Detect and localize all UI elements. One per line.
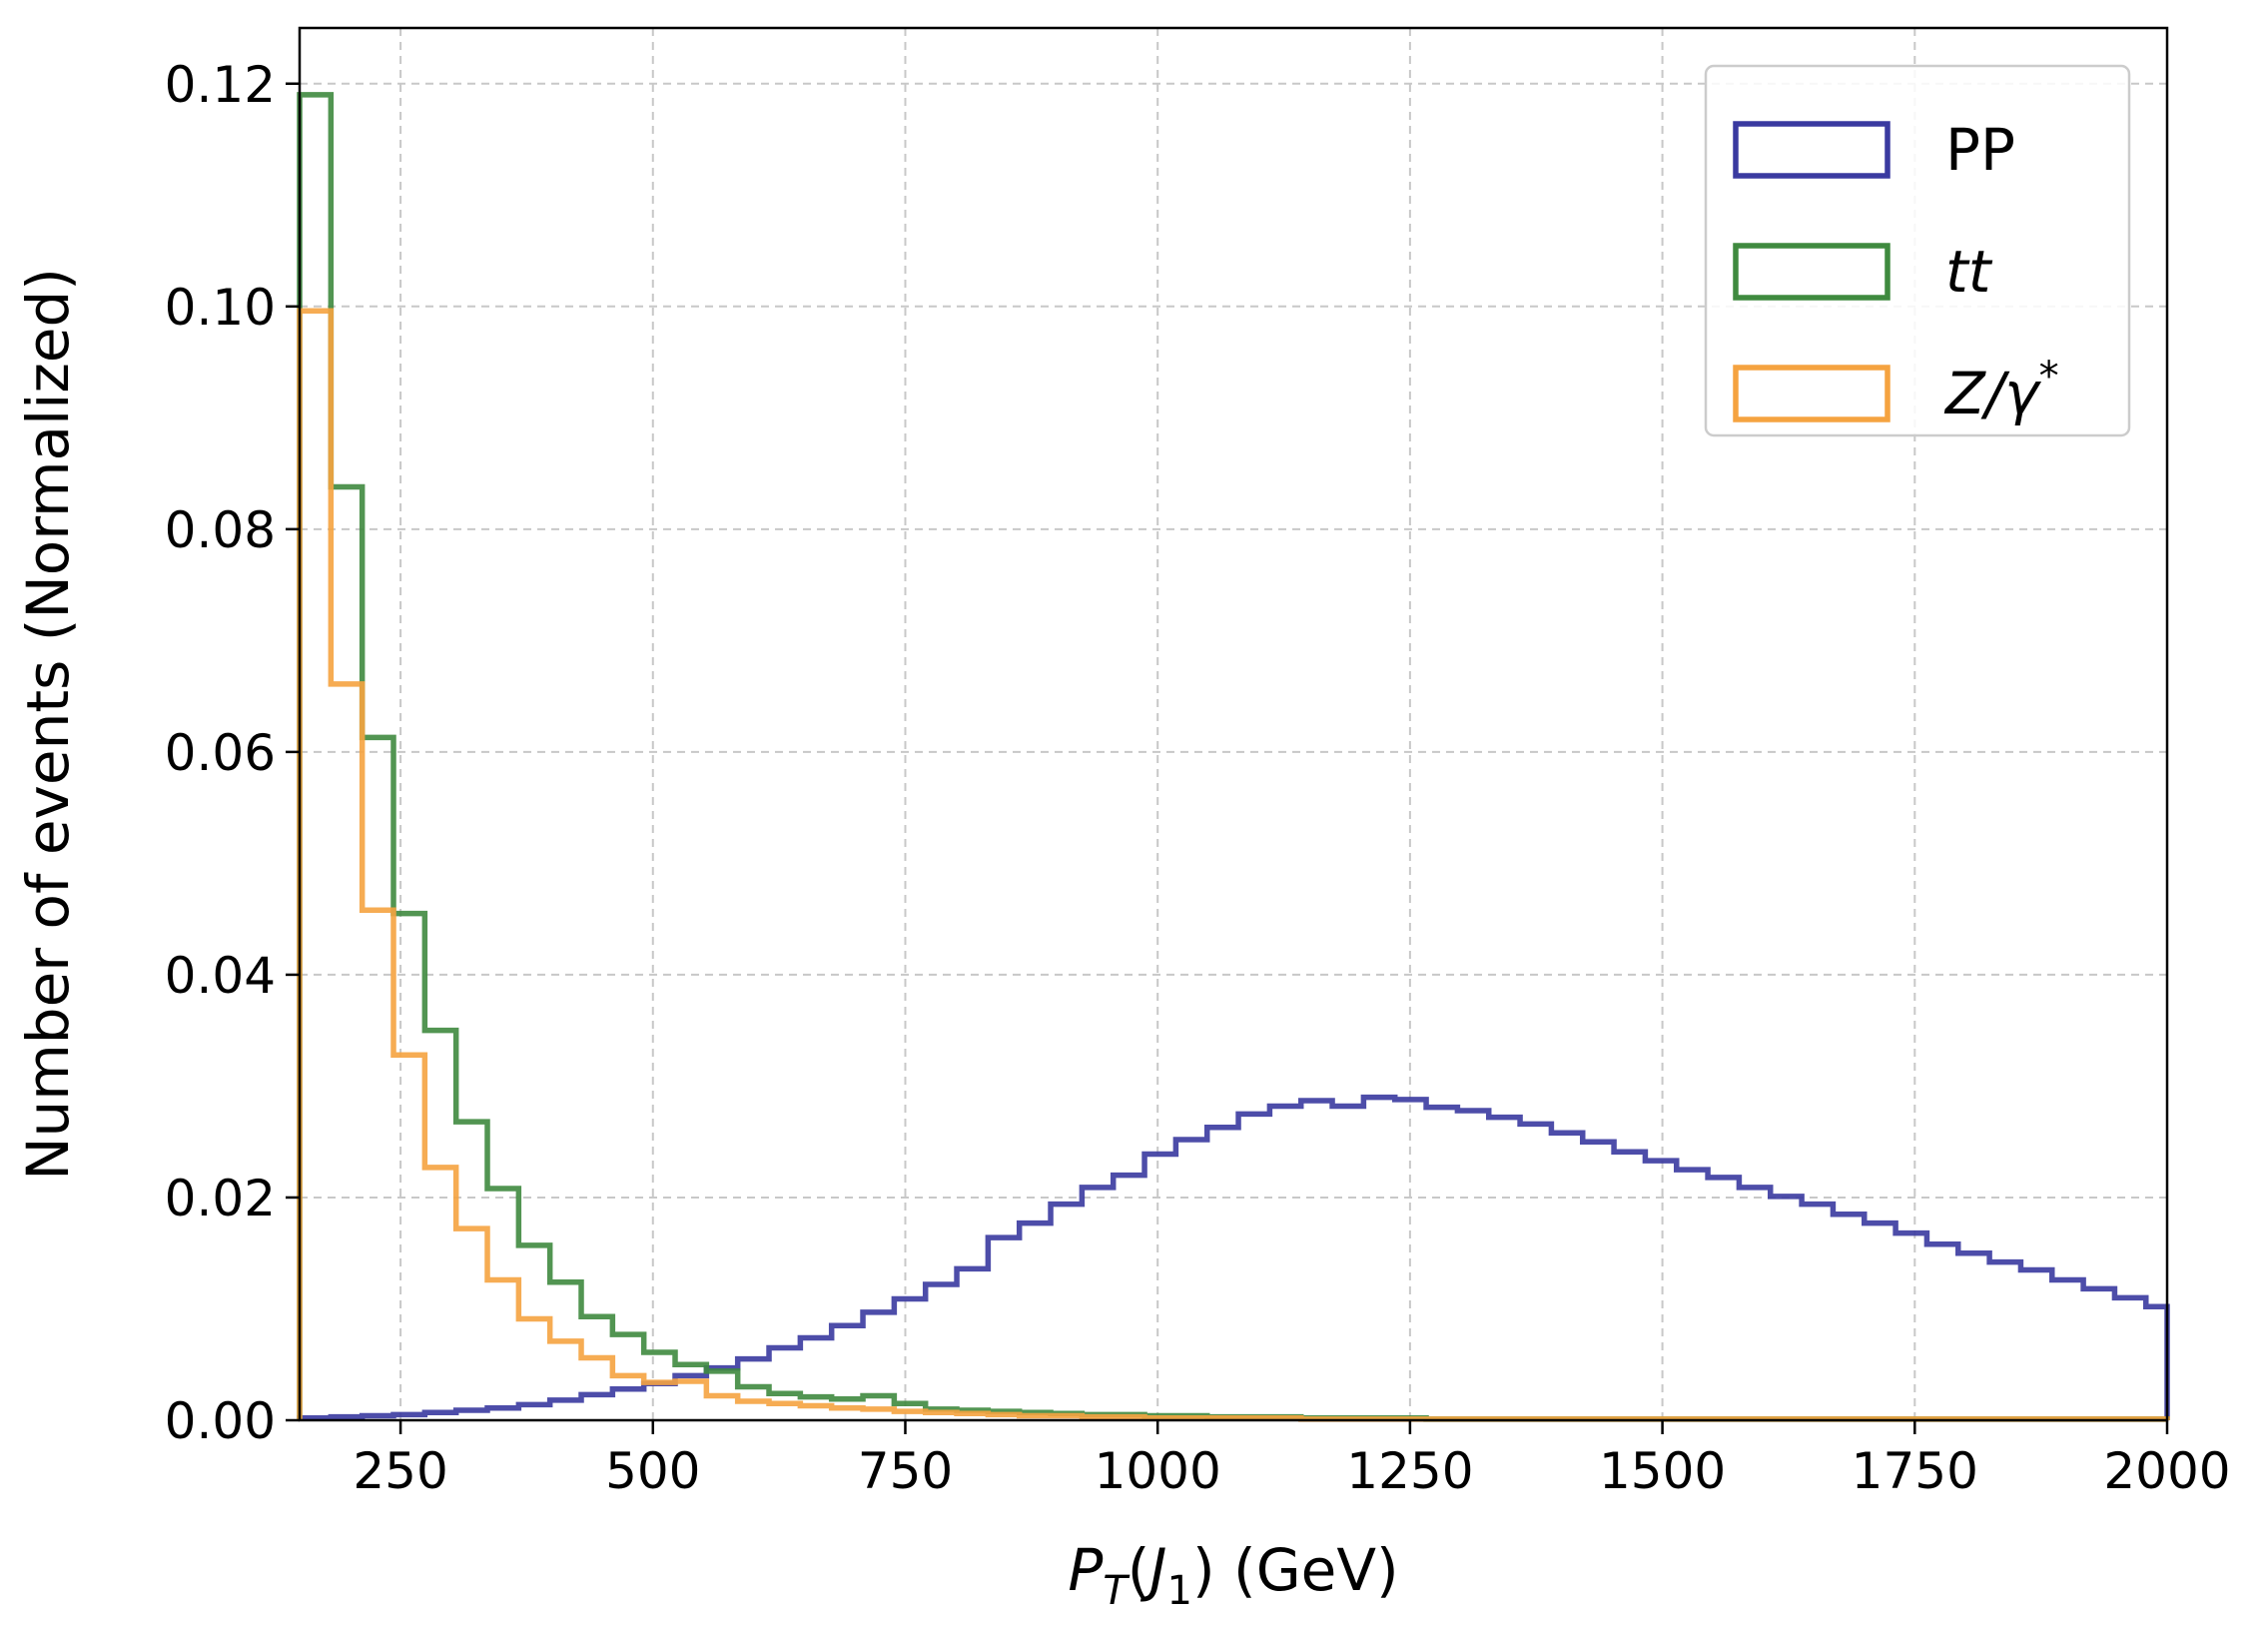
x-tick-label: 1250: [1346, 1442, 1473, 1500]
x-tick-label: 1000: [1095, 1442, 1221, 1500]
series-line-1: [297, 1094, 2170, 1421]
legend-label-main: tt: [1945, 238, 1993, 306]
legend-label: PP: [1945, 116, 2015, 184]
y-tick-label: 0.12: [165, 56, 276, 114]
legend: PP tt Z/γ*: [1704, 64, 2131, 437]
x-tick-label: 2000: [2103, 1442, 2230, 1500]
legend-swatch: [1733, 365, 1890, 422]
legend-box: [1704, 64, 2131, 437]
x-tick-label: 1500: [1599, 1442, 1726, 1500]
x-axis-label: PT(J1) (GeV): [1068, 1536, 1398, 1614]
legend-label-superscript: *: [2039, 354, 2059, 400]
legend-label: Z/γ*: [1943, 354, 2059, 427]
y-tick-label: 0.06: [165, 724, 276, 782]
y-tick-label: 0.02: [165, 1170, 276, 1227]
x-tick-label: 250: [353, 1442, 447, 1500]
x-tick-label: 750: [858, 1442, 953, 1500]
y-tick-label: 0.10: [165, 279, 276, 337]
x-tick-label: 500: [605, 1442, 700, 1500]
legend-label-main: Z/γ: [1943, 360, 2041, 427]
y-tick-label: 0.08: [165, 501, 276, 559]
axis-ticks: 250 500 750 1000 1250 1500 1750 2000 0.00 0.02 0.0…: [165, 56, 2231, 1500]
plot-frame: [298, 26, 2169, 1422]
legend-label: tt: [1945, 238, 1993, 306]
legend-swatch: [1733, 121, 1890, 179]
legend-swatch: [1733, 243, 1890, 301]
y-tick-label: 0.00: [165, 1392, 276, 1450]
legend-label-main: PP: [1945, 116, 2015, 184]
y-tick-label: 0.04: [165, 947, 276, 1005]
y-axis-label: Number of events (Normalized): [14, 268, 82, 1181]
x-tick-label: 1750: [1852, 1442, 1978, 1500]
